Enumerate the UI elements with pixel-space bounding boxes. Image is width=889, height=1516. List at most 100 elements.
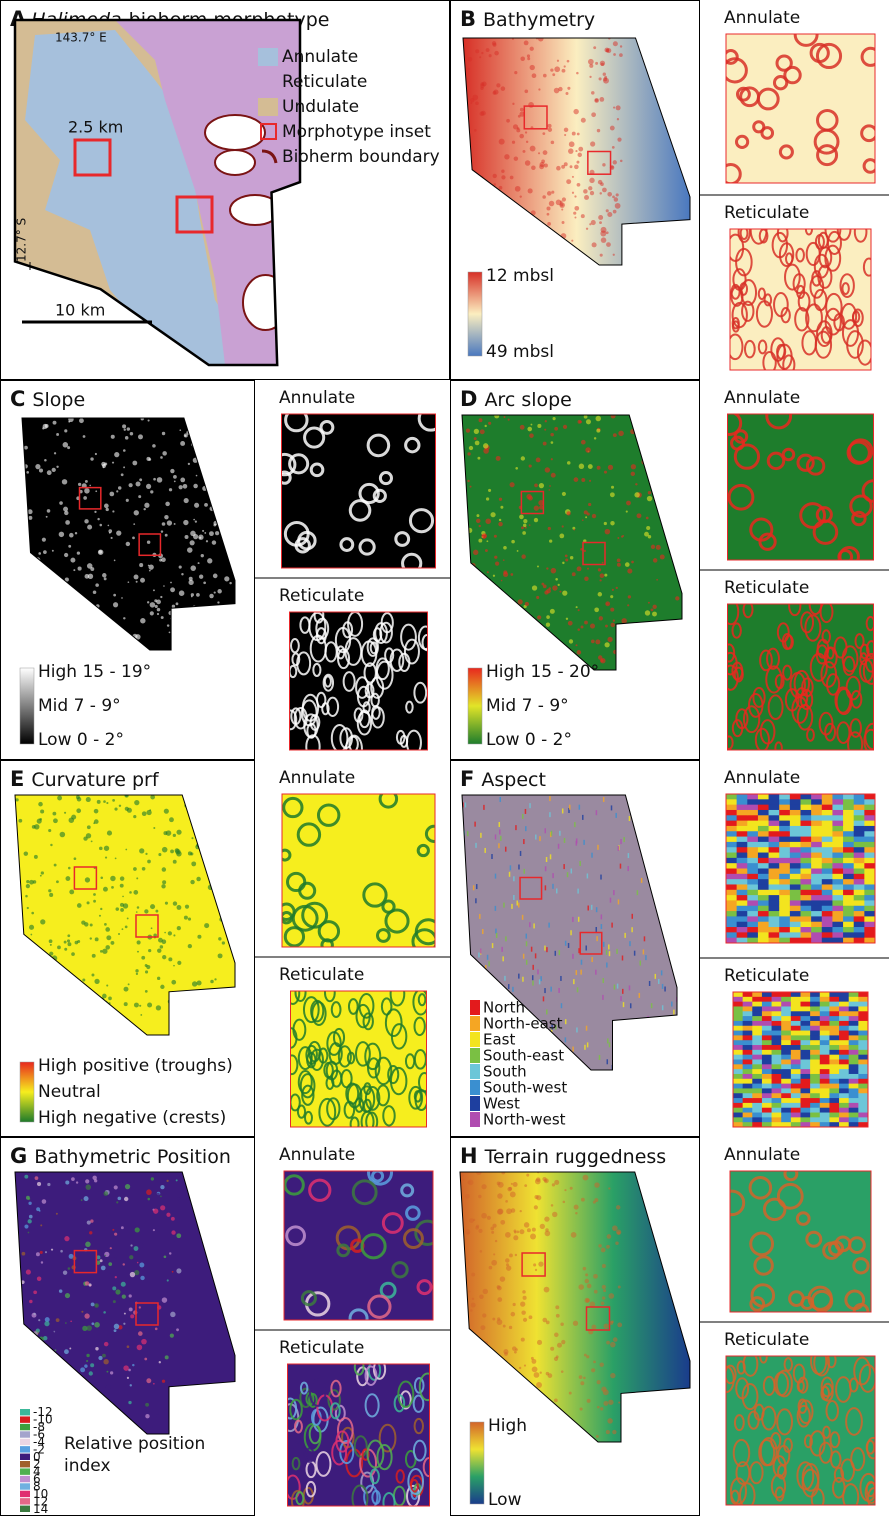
map-texture (602, 188, 607, 193)
map-texture (535, 1269, 537, 1271)
map-texture (583, 840, 585, 845)
inset-texture (779, 831, 790, 837)
map-texture (567, 60, 570, 63)
map-texture (123, 1365, 129, 1371)
map-texture (472, 961, 474, 966)
map-texture (674, 922, 676, 927)
panel-title: BBathymetry (460, 7, 595, 31)
inset-texture (762, 1064, 772, 1069)
inset-texture (849, 1079, 859, 1084)
map-texture (514, 1231, 516, 1233)
inset-texture (758, 842, 769, 848)
inset-texture (864, 932, 875, 938)
map-texture (185, 535, 189, 539)
inset-texture (858, 1016, 868, 1021)
map-texture (125, 926, 128, 929)
inset-texture (737, 842, 748, 848)
map-texture (533, 1410, 537, 1414)
map-texture (90, 1219, 93, 1222)
inset-texture (752, 1088, 762, 1093)
map-texture (482, 1313, 486, 1317)
inset-texture (769, 922, 780, 928)
inset-texture (726, 794, 737, 800)
map-texture (629, 941, 631, 946)
inset-texture (849, 1055, 859, 1060)
inset-texture (832, 890, 843, 896)
inset-texture (772, 997, 782, 1002)
map-texture (193, 484, 198, 489)
map-texture (71, 1261, 74, 1264)
map-texture (229, 442, 233, 446)
inset-texture (801, 1011, 811, 1016)
inset-texture (726, 810, 737, 816)
map-texture (514, 1351, 517, 1354)
map-texture (555, 1305, 559, 1309)
inset-texture (820, 1074, 830, 1079)
inset-texture (779, 906, 790, 912)
inset-texture (801, 916, 812, 922)
map-texture (603, 1401, 608, 1406)
map-texture (133, 867, 137, 871)
map-texture (522, 1394, 525, 1397)
map-texture (470, 1309, 473, 1312)
map-texture (500, 230, 505, 235)
map-texture (569, 1392, 572, 1395)
map-texture (522, 814, 524, 819)
map-texture (485, 246, 491, 252)
map-texture (178, 1420, 180, 1422)
map-texture (179, 590, 185, 596)
inset-texture (829, 1093, 839, 1098)
map-texture (93, 590, 97, 594)
map-texture (579, 861, 581, 866)
inset-texture (843, 869, 854, 875)
map-texture (170, 469, 174, 473)
map-texture (467, 831, 469, 836)
map-texture (493, 1253, 495, 1255)
map-texture (505, 1232, 511, 1238)
map-texture (637, 1050, 639, 1055)
map-texture (125, 807, 129, 811)
map-texture (473, 598, 476, 601)
inset-texture (832, 805, 843, 811)
map-texture (115, 1256, 117, 1258)
map-texture (597, 466, 601, 470)
inset-label: Reticulate (724, 966, 809, 986)
inset-texture (810, 1108, 820, 1113)
map-texture (91, 1322, 94, 1325)
inset-texture (820, 1026, 830, 1031)
map-texture (201, 460, 206, 465)
map-texture (533, 1263, 536, 1266)
map-texture (134, 800, 139, 805)
map-texture (509, 1326, 512, 1329)
map-texture (593, 46, 596, 49)
inset-texture (769, 805, 780, 811)
map-texture (232, 902, 237, 907)
inset-texture (726, 916, 737, 922)
map-texture (82, 1326, 87, 1331)
inset-texture (820, 1117, 830, 1122)
map-texture (56, 1213, 58, 1215)
inset-texture (864, 847, 875, 853)
map-texture (584, 1354, 587, 1357)
inset-texture (839, 1098, 849, 1103)
map-texture (114, 452, 119, 457)
map-texture (477, 243, 482, 248)
map-texture (577, 650, 582, 655)
inset-texture (839, 1045, 849, 1050)
inset-texture (733, 1060, 743, 1065)
inset-texture (758, 863, 769, 869)
map-texture (646, 649, 652, 655)
inset-texture (779, 890, 790, 896)
map-texture (484, 848, 486, 853)
map-texture (104, 923, 107, 926)
map-texture (631, 561, 634, 564)
inset-texture (758, 815, 769, 821)
map-texture (162, 1297, 167, 1302)
map-texture (540, 1372, 542, 1374)
map-texture (162, 522, 166, 526)
inset-texture (820, 1108, 830, 1113)
inset-texture (752, 1026, 762, 1031)
inset-texture (762, 1006, 772, 1011)
map-texture (30, 934, 32, 936)
map-texture (503, 416, 505, 418)
